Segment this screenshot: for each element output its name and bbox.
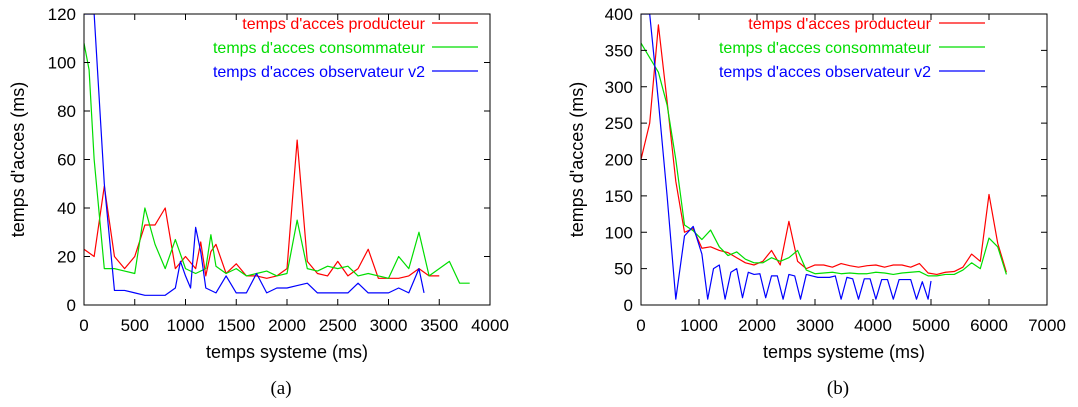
- plot-frame: [640, 13, 1048, 306]
- series-line-1: [84, 42, 470, 284]
- series-line-2: [641, 14, 932, 300]
- y-tick-label: 400: [605, 5, 633, 24]
- figure-caption: (a): [270, 378, 291, 399]
- y-tick-label: 0: [67, 296, 76, 315]
- x-tick-label: 500: [121, 316, 149, 335]
- y-axis-label: temps d'acces (ms): [567, 82, 587, 237]
- y-tick-label: 300: [605, 78, 633, 97]
- series-line-0: [641, 24, 1007, 276]
- y-tick-label: 100: [48, 54, 76, 73]
- y-tick-label: 150: [605, 187, 633, 206]
- x-tick-label: 4000: [471, 316, 509, 335]
- y-tick-label: 50: [614, 260, 633, 279]
- legend-label-0: temps d'acces producteur: [748, 16, 931, 33]
- x-tick-label: 0: [636, 316, 645, 335]
- series-line-0: [84, 139, 440, 279]
- x-axis-label: temps systeme (ms): [763, 342, 925, 362]
- x-tick-label: 3000: [370, 316, 408, 335]
- legend-label-2: temps d'acces observateur v2: [213, 64, 425, 81]
- y-tick-label: 120: [48, 5, 76, 24]
- y-tick-label: 250: [605, 114, 633, 133]
- y-axis-label: temps d'acces (ms): [8, 82, 28, 237]
- x-tick-label: 2000: [738, 316, 776, 335]
- x-tick-label: 6000: [970, 316, 1008, 335]
- series-line-2: [84, 14, 425, 296]
- x-tick-label: 4000: [854, 316, 892, 335]
- x-tick-label: 3000: [796, 316, 834, 335]
- legend-label-1: temps d'acces consommateur: [213, 40, 426, 57]
- chart-0: 0 500 1000 1500 2000 2500 3000 3500 4000 0 20 40 60 8…: [8, 5, 509, 399]
- series-group: [641, 14, 1007, 300]
- y-tick-label: 20: [57, 248, 76, 267]
- chart-1: 0 1000 2000 3000 4000 5000 6000 7000 0 50 100 150 20…: [567, 5, 1066, 399]
- x-tick-label: 1000: [167, 316, 205, 335]
- x-tick-label: 2500: [319, 316, 357, 335]
- series-line-1: [641, 42, 1007, 277]
- x-tick-label: 5000: [912, 316, 950, 335]
- legend-label-0: temps d'acces producteur: [242, 16, 425, 33]
- x-tick-label: 1500: [217, 316, 255, 335]
- x-axis-label: temps systeme (ms): [206, 342, 368, 362]
- y-tick-label: 200: [605, 151, 633, 170]
- x-tick-label: 7000: [1028, 316, 1066, 335]
- x-tick-label: 3500: [420, 316, 458, 335]
- legend-label-2: temps d'acces observateur v2: [719, 64, 931, 81]
- y-tick-label: 80: [57, 102, 76, 121]
- x-tick-label: 1000: [680, 316, 718, 335]
- figure-caption: (b): [827, 378, 849, 399]
- y-tick-label: 40: [57, 199, 76, 218]
- series-group: [84, 14, 470, 296]
- y-tick-label: 350: [605, 41, 633, 60]
- y-tick-label: 100: [605, 223, 633, 242]
- x-tick-label: 2000: [268, 316, 306, 335]
- x-tick-label: 0: [79, 316, 88, 335]
- y-tick-label: 0: [624, 296, 633, 315]
- legend-label-1: temps d'acces consommateur: [719, 40, 932, 57]
- y-tick-label: 60: [57, 151, 76, 170]
